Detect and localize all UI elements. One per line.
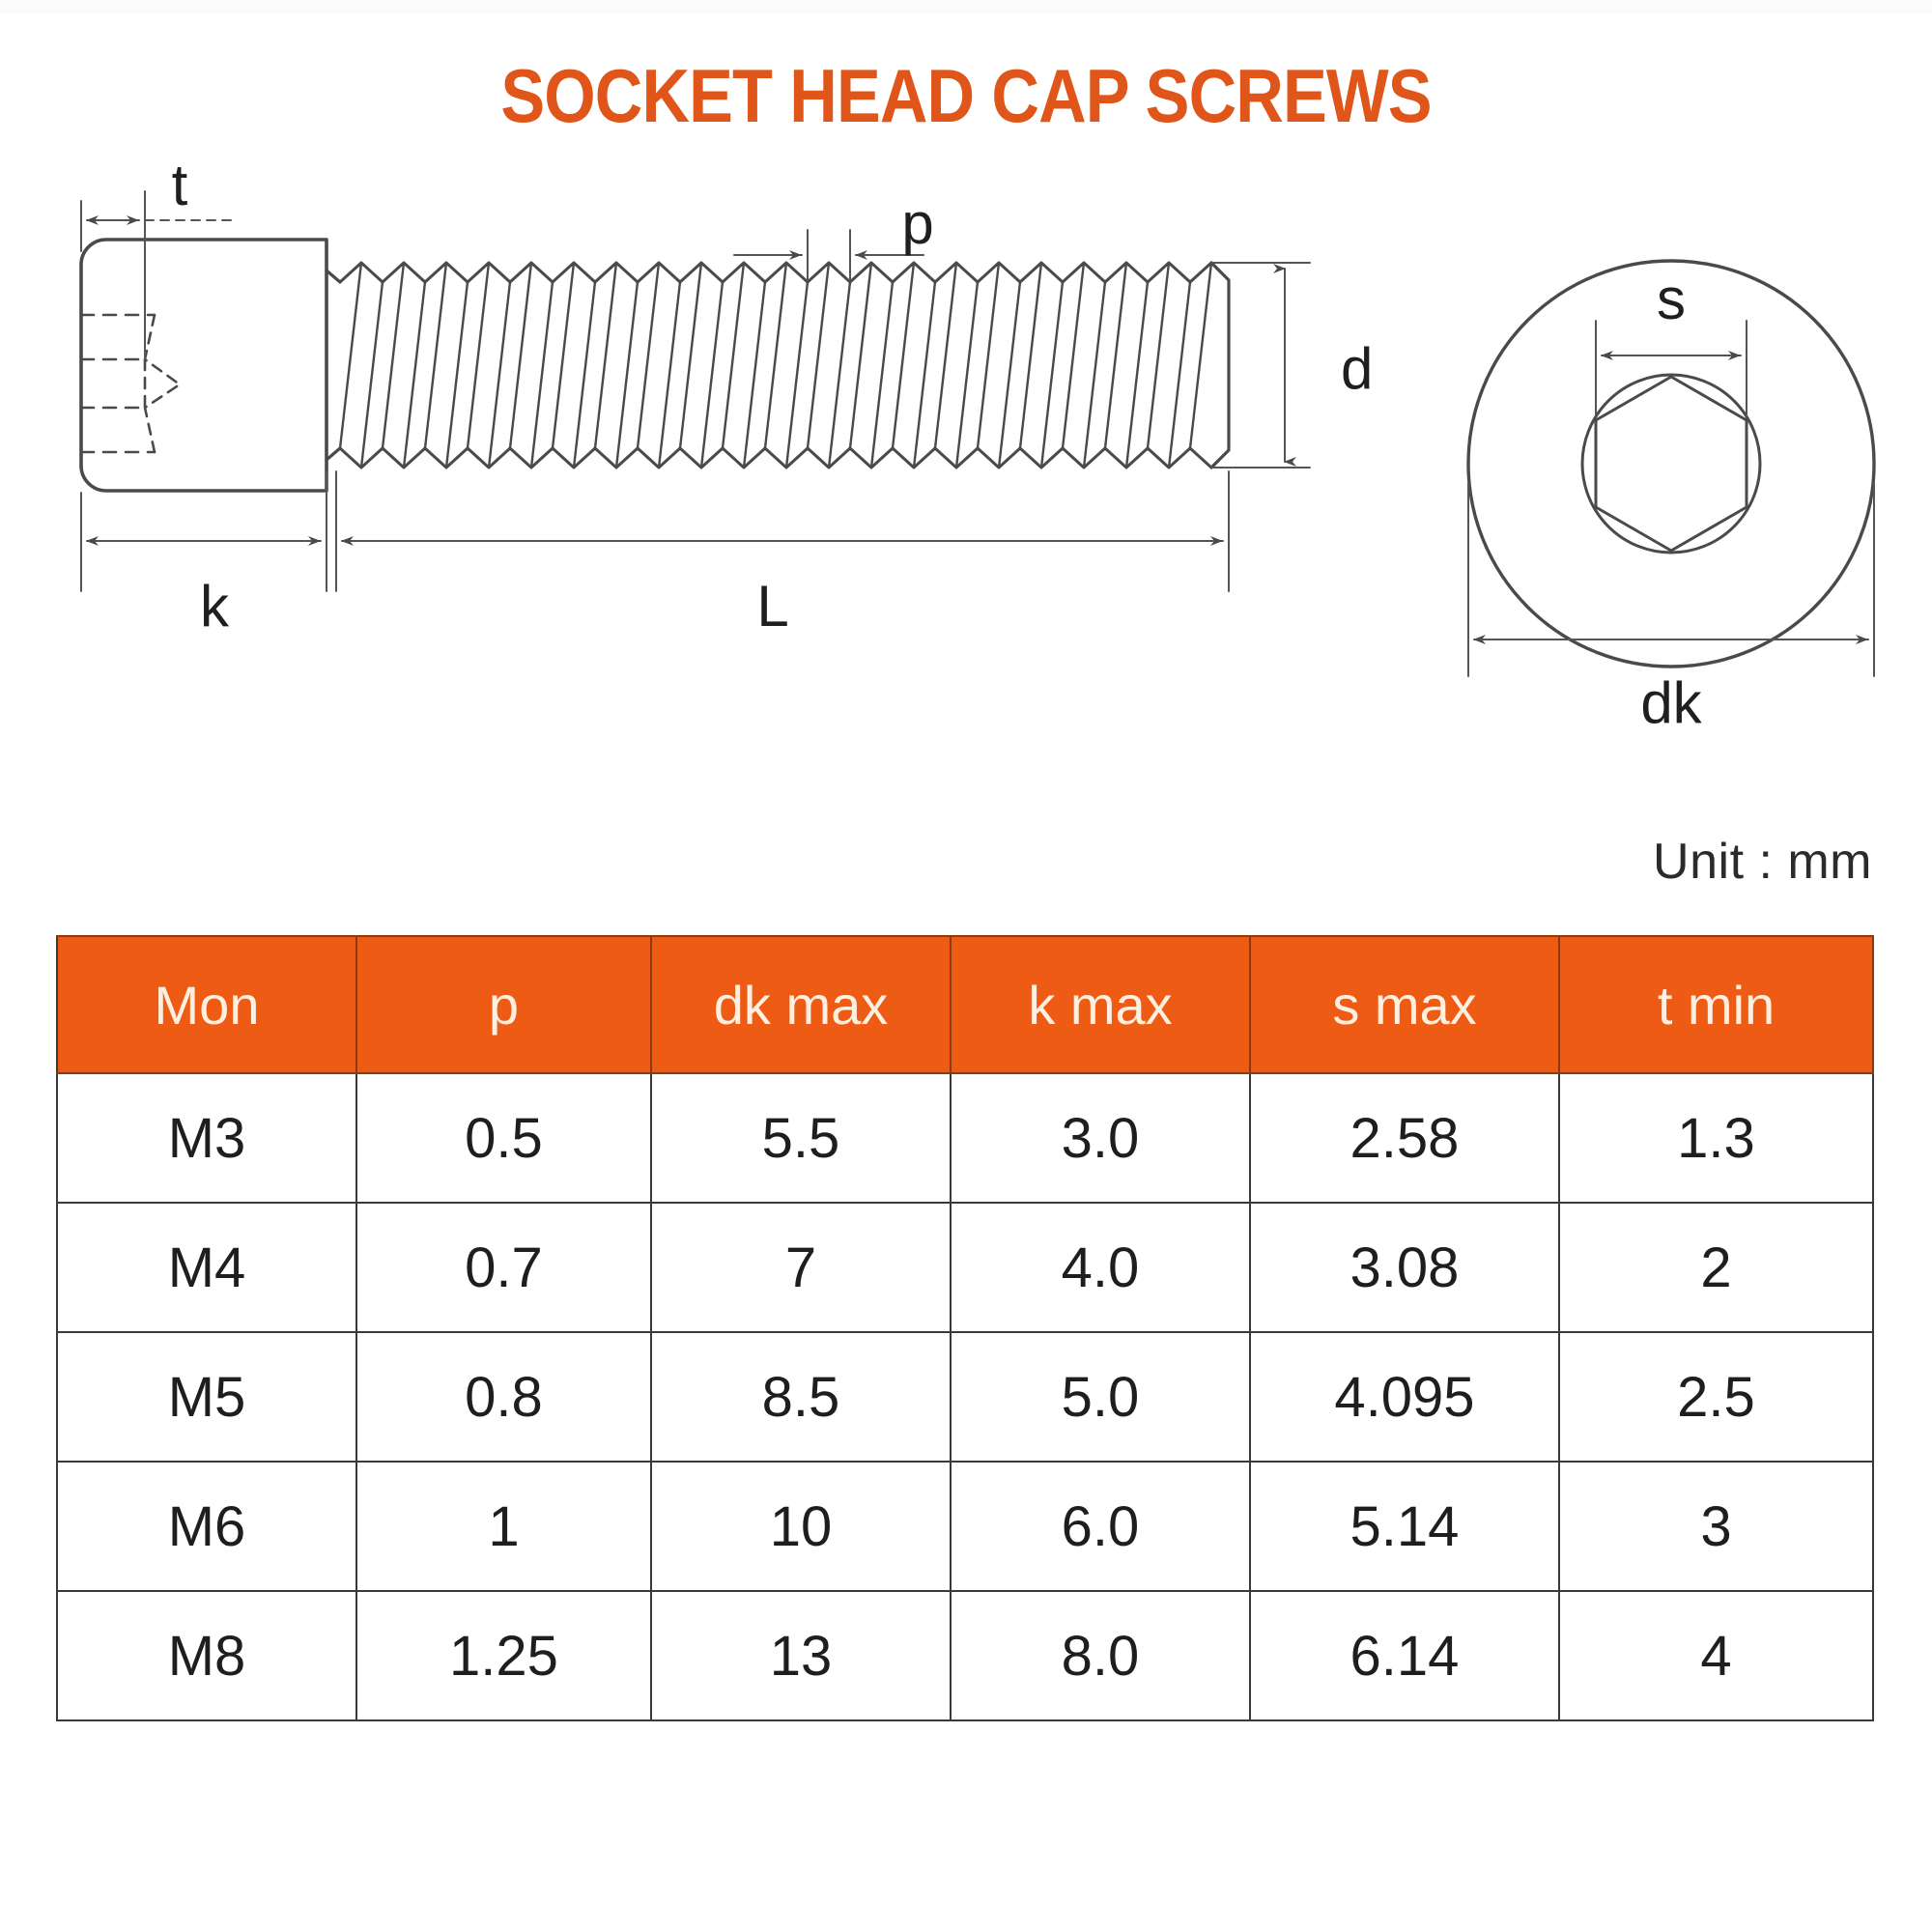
dim-label-s: s <box>1657 267 1686 331</box>
column-header-k-max: k max <box>950 935 1251 1074</box>
cell-p: 1 <box>355 1461 652 1592</box>
cell-dkmax: 13 <box>650 1590 952 1721</box>
thread-root-bottom <box>338 446 1221 469</box>
cell-size: M4 <box>56 1202 357 1333</box>
cell-size: M3 <box>56 1072 357 1204</box>
hex-socket-cone <box>143 313 182 454</box>
dim-label-dk: dk <box>1640 670 1702 735</box>
cell-dkmax: 10 <box>650 1461 952 1592</box>
table-row: M8 1.25 13 8.0 6.14 4 <box>56 1590 1874 1721</box>
table-row: M4 0.7 7 4.0 3.08 2 <box>56 1202 1874 1333</box>
cell-p: 1.25 <box>355 1590 652 1721</box>
cell-kmax: 4.0 <box>950 1202 1251 1333</box>
cell-p: 0.5 <box>355 1072 652 1204</box>
screw-diagram-svg: t p d k L s dk <box>79 153 1876 735</box>
cell-p: 0.8 <box>355 1331 652 1463</box>
cell-tmin: 3 <box>1558 1461 1874 1592</box>
cell-tmin: 2 <box>1558 1202 1874 1333</box>
hex-socket-section <box>79 313 156 454</box>
table-row: M3 0.5 5.5 3.0 2.58 1.3 <box>56 1072 1874 1204</box>
dim-t <box>80 190 233 360</box>
cell-smax: 5.14 <box>1249 1461 1560 1592</box>
cell-dkmax: 8.5 <box>650 1331 952 1463</box>
cell-size: M6 <box>56 1461 357 1592</box>
dim-p <box>733 229 924 281</box>
column-header-t-min: t min <box>1558 935 1874 1074</box>
screw-diagram: t p d k L s dk <box>0 135 1932 753</box>
cell-tmin: 2.5 <box>1558 1331 1874 1463</box>
cell-smax: 6.14 <box>1249 1590 1560 1721</box>
column-header-p: p <box>355 935 652 1074</box>
dim-d <box>1210 262 1311 469</box>
cell-p: 0.7 <box>355 1202 652 1333</box>
dim-k <box>80 470 327 592</box>
cell-smax: 2.58 <box>1249 1072 1560 1204</box>
unit-label: Unit : mm <box>1653 834 1872 890</box>
table-row: M5 0.8 8.5 5.0 4.095 2.5 <box>56 1331 1874 1463</box>
dim-dk <box>1467 482 1875 677</box>
dim-label-k: k <box>200 574 230 639</box>
dim-s <box>1595 320 1747 416</box>
spec-table-body: M3 0.5 5.5 3.0 2.58 1.3 M4 0.7 7 4.0 3.0… <box>56 1072 1874 1721</box>
dim-label-L: L <box>756 574 788 639</box>
page-title: SOCKET HEAD CAP SCREWS <box>500 53 1432 138</box>
spec-table-wrapper: Mon p dk max k max s max t min M3 0.5 5.… <box>56 935 1874 1721</box>
cell-dkmax: 7 <box>650 1202 952 1333</box>
cell-kmax: 6.0 <box>950 1461 1251 1592</box>
cell-kmax: 3.0 <box>950 1072 1251 1204</box>
top-edge-tint <box>0 0 1932 14</box>
cell-tmin: 1.3 <box>1558 1072 1874 1204</box>
cell-kmax: 5.0 <box>950 1331 1251 1463</box>
cell-size: M5 <box>56 1331 357 1463</box>
dim-label-t: t <box>172 153 188 217</box>
spec-table: Mon p dk max k max s max t min M3 0.5 5.… <box>56 935 1874 1721</box>
shank-transition <box>325 269 342 462</box>
table-row: M6 1 10 6.0 5.14 3 <box>56 1461 1874 1592</box>
cell-dkmax: 5.5 <box>650 1072 952 1204</box>
column-header-s-max: s max <box>1249 935 1560 1074</box>
thread-crest-top <box>338 261 1221 284</box>
dim-label-d: d <box>1341 336 1373 401</box>
cell-smax: 3.08 <box>1249 1202 1560 1333</box>
cell-size: M8 <box>56 1590 357 1721</box>
cell-tmin: 4 <box>1558 1590 1874 1721</box>
cell-smax: 4.095 <box>1249 1331 1560 1463</box>
thread-flanks <box>338 261 1213 469</box>
dim-label-p: p <box>901 191 933 256</box>
cell-kmax: 8.0 <box>950 1590 1251 1721</box>
spec-table-head: Mon p dk max k max s max t min <box>56 935 1874 1074</box>
end-view <box>1466 259 1876 668</box>
screw-end-face <box>1209 261 1231 469</box>
screw-head-outline <box>79 238 328 493</box>
table-header-row: Mon p dk max k max s max t min <box>56 935 1874 1074</box>
column-header-mon: Mon <box>56 935 357 1074</box>
dim-L <box>335 470 1230 592</box>
column-header-dk-max: dk max <box>650 935 952 1074</box>
